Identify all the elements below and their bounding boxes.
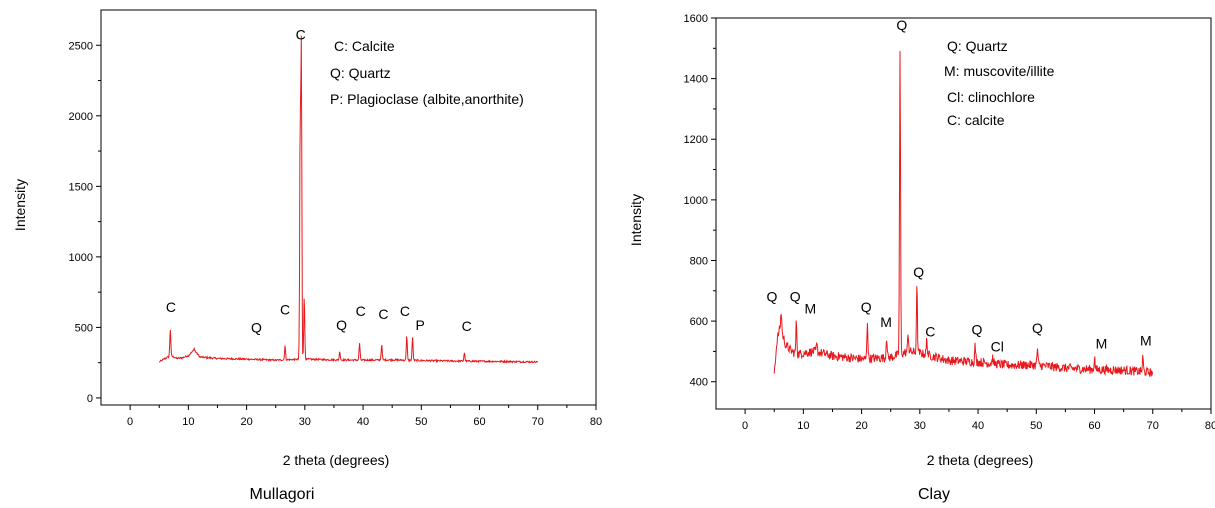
x-axis-title: 2 theta (degrees) <box>283 452 390 468</box>
peak-label: C <box>280 302 290 318</box>
x-axis-title: 2 theta (degrees) <box>927 452 1034 468</box>
y-tick-label: 1000 <box>69 252 93 264</box>
legend-item: M: muscovite/illite <box>944 63 1055 79</box>
legend-item: Q: Quartz <box>330 65 391 81</box>
x-tick-label: 30 <box>914 420 926 432</box>
peak-label: Q <box>896 17 907 33</box>
y-tick-label: 800 <box>690 255 708 267</box>
x-tick-label: 40 <box>972 420 984 432</box>
chart-clay: 0 10 20 30 40 50 60 70 80 400 600 800 1000 1200 1400 16… <box>628 13 1215 503</box>
legend-item: P: Plagioclase (albite,anorthite) <box>330 91 524 107</box>
peak-label: Q <box>913 264 924 280</box>
x-tick-label: 60 <box>1088 420 1100 432</box>
x-tick-label: 50 <box>415 416 427 428</box>
peak-label: M <box>1096 335 1108 351</box>
x-tick-label: 70 <box>1147 420 1159 432</box>
axis-ticks: 0 10 20 30 40 50 60 70 80 0 500 1000 1500 2000 2500 <box>69 40 603 428</box>
peak-label: C <box>925 323 935 339</box>
legend: C: Calcite Q: Quartz P: Plagioclase (alb… <box>330 38 524 107</box>
peak-label: C <box>462 318 472 334</box>
peak-label: C <box>166 299 176 315</box>
xrd-pattern-line <box>158 35 538 364</box>
peak-label: Q <box>971 322 982 338</box>
legend-item: Q: Quartz <box>947 38 1008 54</box>
peak-label: C <box>378 306 388 322</box>
y-tick-label: 2000 <box>69 111 93 123</box>
peak-label: M <box>880 314 892 330</box>
x-tick-label: 10 <box>797 420 809 432</box>
x-tick-label: 80 <box>1205 420 1215 432</box>
y-tick-label: 1400 <box>684 74 708 86</box>
peak-label: C <box>356 303 366 319</box>
x-tick-label: 10 <box>182 416 194 428</box>
x-tick-label: 20 <box>855 420 867 432</box>
y-tick-label: 0 <box>87 393 93 405</box>
chart-caption: Clay <box>918 486 950 503</box>
peak-label: C <box>400 303 410 319</box>
xrd-pattern-line <box>773 50 1153 377</box>
x-tick-label: 50 <box>1030 420 1042 432</box>
y-tick-label: 1200 <box>684 134 708 146</box>
peak-label: Q <box>766 288 777 304</box>
peak-label: P <box>415 317 424 333</box>
peak-label: Q <box>861 299 872 315</box>
y-tick-label: 600 <box>690 316 708 328</box>
y-axis-title: Intensity <box>12 179 28 231</box>
x-tick-label: 0 <box>127 416 133 428</box>
peak-label: Q <box>251 319 262 335</box>
x-tick-label: 40 <box>357 416 369 428</box>
peak-label: Q <box>790 288 801 304</box>
y-tick-label: 2500 <box>69 40 93 52</box>
x-tick-label: 30 <box>299 416 311 428</box>
x-tick-label: 70 <box>532 416 544 428</box>
y-axis-title: Intensity <box>628 194 644 246</box>
y-tick-label: 500 <box>75 322 93 334</box>
x-tick-label: 80 <box>590 416 602 428</box>
y-tick-label: 1600 <box>684 13 708 25</box>
peak-label: C <box>296 27 306 43</box>
legend: Q: Quartz M: muscovite/illite Cl: clinoc… <box>944 38 1055 128</box>
peak-label: Q <box>1032 320 1043 336</box>
axis-ticks: 0 10 20 30 40 50 60 70 80 400 600 800 1000 1200 1400 16… <box>684 13 1215 432</box>
peak-label: M <box>1140 332 1152 348</box>
peak-label: M <box>805 301 817 317</box>
legend-item: Cl: clinochlore <box>947 89 1035 105</box>
x-tick-label: 60 <box>473 416 485 428</box>
plot-frame <box>100 9 597 406</box>
x-tick-label: 20 <box>240 416 252 428</box>
legend-item: C: calcite <box>947 112 1005 128</box>
peak-label: Cl <box>991 338 1004 354</box>
y-tick-label: 400 <box>690 377 708 389</box>
plot-frame <box>715 17 1212 410</box>
y-tick-label: 1000 <box>684 195 708 207</box>
legend-item: C: Calcite <box>334 38 395 54</box>
y-tick-label: 1500 <box>69 181 93 193</box>
peak-label: Q <box>336 317 347 333</box>
chart-caption: Mullagori <box>250 486 315 503</box>
x-tick-label: 0 <box>742 420 748 432</box>
